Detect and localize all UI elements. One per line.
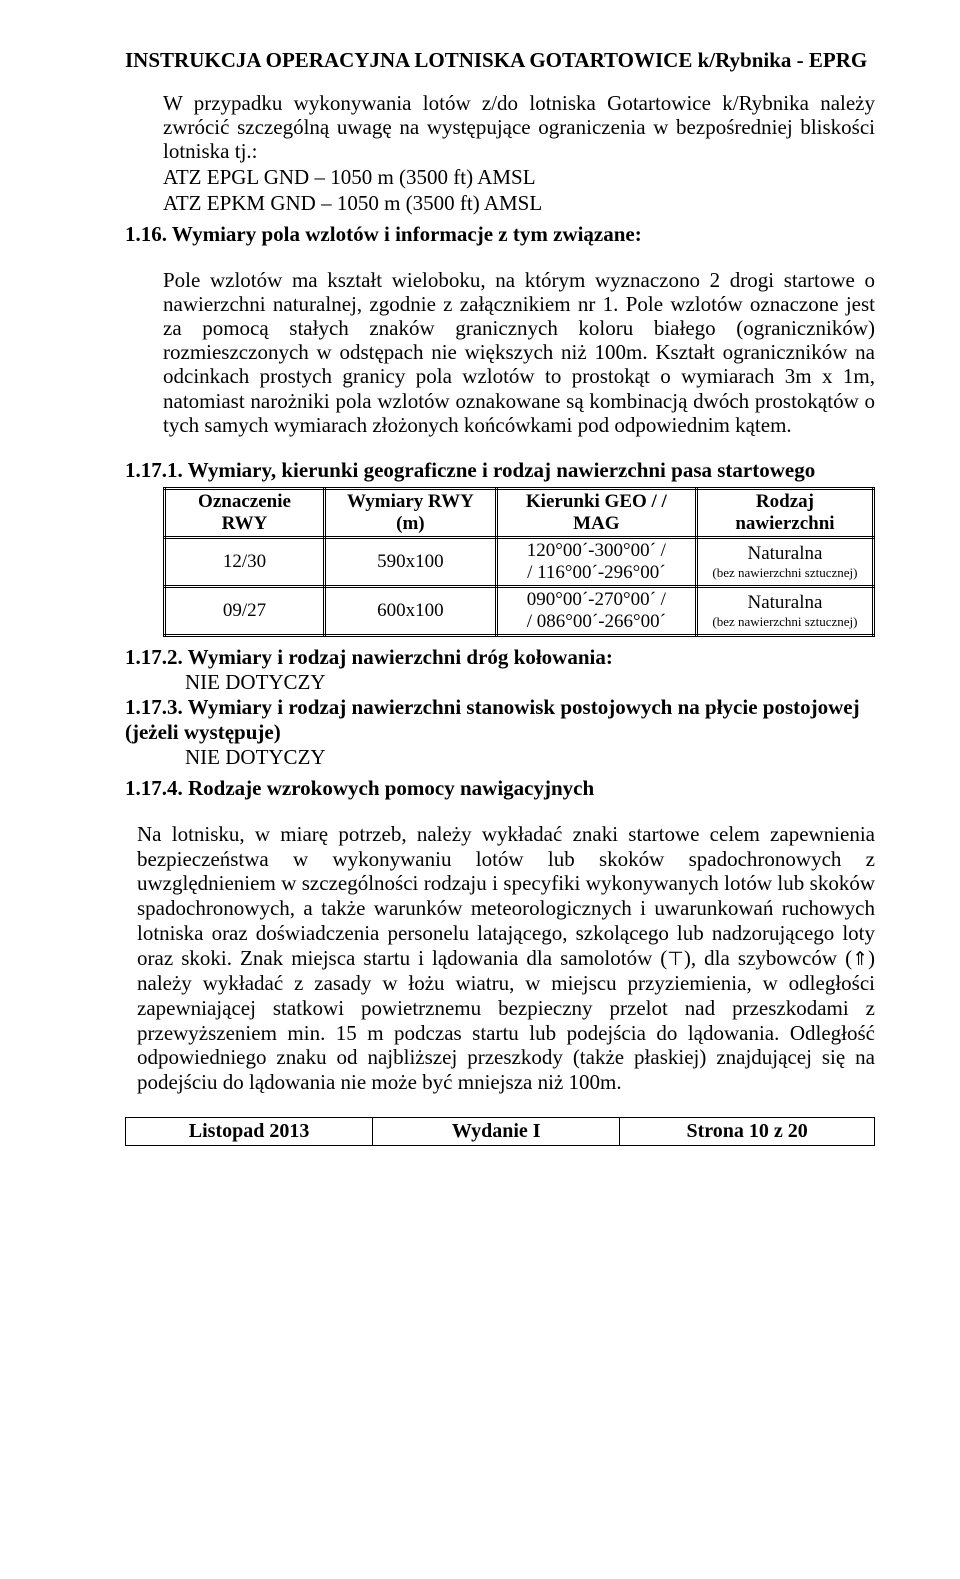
footer-table: Listopad 2013 Wydanie I Strona 10 z 20 bbox=[125, 1117, 875, 1146]
document-title: INSTRUKCJA OPERACYJNA LOTNISKA GOTARTOWI… bbox=[125, 48, 875, 73]
section-title: Wymiary i rodzaj nawierzchni stanowisk p… bbox=[125, 695, 860, 744]
cell-dim: 590x100 bbox=[324, 537, 496, 586]
geo-line: / 086°00´-266°00´ bbox=[527, 611, 666, 632]
body-text: ), dla szybowców ( bbox=[684, 946, 852, 970]
section-title: Wymiary pola wzlotów i informacje z tym … bbox=[167, 222, 642, 246]
section-number: 1.17.1. bbox=[125, 458, 183, 482]
header-text: Rodzaj nawierzchni bbox=[735, 491, 834, 534]
footer-mid: Wydanie I bbox=[373, 1117, 620, 1145]
section-1-17-4-body: Na lotnisku, w miarę potrzeb, należy wyk… bbox=[137, 822, 875, 1095]
geo-line: / 116°00´-296°00´ bbox=[527, 562, 666, 583]
atz-line-1: ATZ EPGL GND – 1050 m (3500 ft) AMSL bbox=[163, 165, 875, 190]
cell-dim: 600x100 bbox=[324, 586, 496, 635]
section-number: 1.17.4. bbox=[125, 776, 183, 800]
section-1-17-4-heading: 1.17.4. Rodzaje wzrokowych pomocy nawiga… bbox=[125, 776, 875, 801]
nie-dotyczy-2: NIE DOTYCZY bbox=[185, 745, 875, 770]
nie-dotyczy-1: NIE DOTYCZY bbox=[185, 670, 875, 695]
section-title: Wymiary i rodzaj nawierzchni dróg kołowa… bbox=[183, 645, 613, 669]
rwy-table: Oznaczenie RWY Wymiary RWY (m) Kierunki … bbox=[163, 487, 875, 637]
section-number: 1.17.2. bbox=[125, 645, 183, 669]
col-header-surf: Rodzaj nawierzchni bbox=[696, 488, 873, 537]
surf-text: Naturalna bbox=[748, 592, 823, 613]
col-header-rwy: Oznaczenie RWY bbox=[165, 488, 325, 537]
surf-note: (bez nawierzchni sztucznej) bbox=[708, 565, 862, 581]
header-text: Wymiary RWY (m) bbox=[347, 491, 474, 534]
section-1-16-body: Pole wzlotów ma kształt wieloboku, na kt… bbox=[163, 268, 875, 437]
cell-geo: 120°00´-300°00´ / / 116°00´-296°00´ bbox=[496, 537, 696, 586]
surf-note: (bez nawierzchni sztucznej) bbox=[708, 614, 862, 630]
footer-left: Listopad 2013 bbox=[126, 1117, 373, 1145]
geo-line: 090°00´-270°00´ / bbox=[527, 589, 666, 610]
section-1-16-heading: 1.16. Wymiary pola wzlotów i informacje … bbox=[125, 222, 875, 247]
cell-surf: Naturalna (bez nawierzchni sztucznej) bbox=[696, 586, 873, 635]
footer-right: Strona 10 z 20 bbox=[620, 1117, 875, 1145]
section-title: Rodzaje wzrokowych pomocy nawigacyjnych bbox=[183, 776, 594, 800]
cell-surf: Naturalna (bez nawierzchni sztucznej) bbox=[696, 537, 873, 586]
atz-line-2: ATZ EPKM GND – 1050 m (3500 ft) AMSL bbox=[163, 191, 875, 216]
section-1-17-2-heading: 1.17.2. Wymiary i rodzaj nawierzchni dró… bbox=[125, 645, 875, 670]
section-number: 1.17.3. bbox=[125, 695, 183, 719]
t-marker-icon: ⊤ bbox=[667, 949, 684, 970]
table-row: 12/30 590x100 120°00´-300°00´ / / 116°00… bbox=[165, 537, 874, 586]
table-row: 09/27 600x100 090°00´-270°00´ / / 086°00… bbox=[165, 586, 874, 635]
document-page: INSTRUKCJA OPERACYJNA LOTNISKA GOTARTOWI… bbox=[0, 0, 960, 1186]
cell-geo: 090°00´-270°00´ / / 086°00´-266°00´ bbox=[496, 586, 696, 635]
header-text: Oznaczenie RWY bbox=[198, 491, 291, 534]
table-header-row: Oznaczenie RWY Wymiary RWY (m) Kierunki … bbox=[165, 488, 874, 537]
col-header-geo: Kierunki GEO / / MAG bbox=[496, 488, 696, 537]
arrow-marker-icon: ⇑ bbox=[852, 949, 868, 970]
header-text: Kierunki GEO / / MAG bbox=[526, 491, 667, 534]
cell-rwy: 12/30 bbox=[165, 537, 325, 586]
section-number: 1.16. bbox=[125, 222, 167, 246]
section-1-17-1-heading: 1.17.1. Wymiary, kierunki geograficzne i… bbox=[125, 458, 875, 483]
intro-paragraph: W przypadku wykonywania lotów z/do lotni… bbox=[163, 91, 875, 163]
col-header-dim: Wymiary RWY (m) bbox=[324, 488, 496, 537]
section-title: Wymiary, kierunki geograficzne i rodzaj … bbox=[183, 458, 815, 482]
cell-rwy: 09/27 bbox=[165, 586, 325, 635]
geo-line: 120°00´-300°00´ / bbox=[527, 540, 666, 561]
surf-text: Naturalna bbox=[748, 543, 823, 564]
section-1-17-3-heading: 1.17.3. Wymiary i rodzaj nawierzchni sta… bbox=[125, 695, 875, 745]
